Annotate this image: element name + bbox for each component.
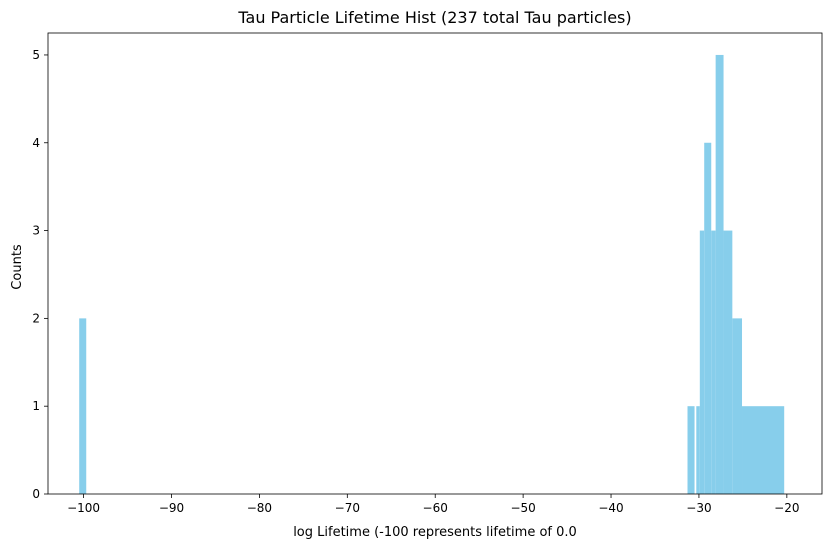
- y-tick-label: 4: [32, 136, 40, 150]
- y-ticks: 0 1 2 3 4 5: [32, 48, 48, 501]
- x-tick-label: −50: [510, 501, 535, 515]
- y-axis-label: Counts: [10, 244, 25, 290]
- x-tick-label: −90: [159, 501, 184, 515]
- histogram-bar: [715, 54, 724, 494]
- histogram-bar: [723, 230, 733, 494]
- y-tick-label: 3: [32, 224, 40, 238]
- histogram-bar: [704, 142, 712, 494]
- x-tick-label: −60: [423, 501, 448, 515]
- y-tick-label: 5: [32, 48, 40, 62]
- x-tick-label: −70: [335, 501, 360, 515]
- x-tick-label: −40: [598, 501, 623, 515]
- histogram-bar: [699, 230, 705, 494]
- x-axis-label: log Lifetime (-100 represents lifetime o…: [293, 525, 577, 540]
- histogram-bar: [79, 318, 87, 494]
- histogram-bar: [732, 318, 743, 494]
- y-tick-label: 2: [32, 311, 40, 325]
- histogram-bar: [742, 406, 785, 494]
- chart-title: Tau Particle Lifetime Hist (237 total Ta…: [237, 8, 631, 27]
- x-tick-label: −80: [247, 501, 272, 515]
- x-tick-label: −20: [774, 501, 799, 515]
- x-ticks: −100 −90 −80 −70 −60 −50 −40 −30 −20: [67, 494, 800, 515]
- histogram-bar: [696, 406, 700, 494]
- y-tick-label: 1: [32, 399, 40, 413]
- histogram-bar: [711, 230, 716, 494]
- histogram-bar: [687, 406, 695, 494]
- y-tick-label: 0: [32, 487, 40, 501]
- x-tick-label: −100: [67, 501, 100, 515]
- bars-layer: [79, 54, 785, 494]
- x-tick-label: −30: [686, 501, 711, 515]
